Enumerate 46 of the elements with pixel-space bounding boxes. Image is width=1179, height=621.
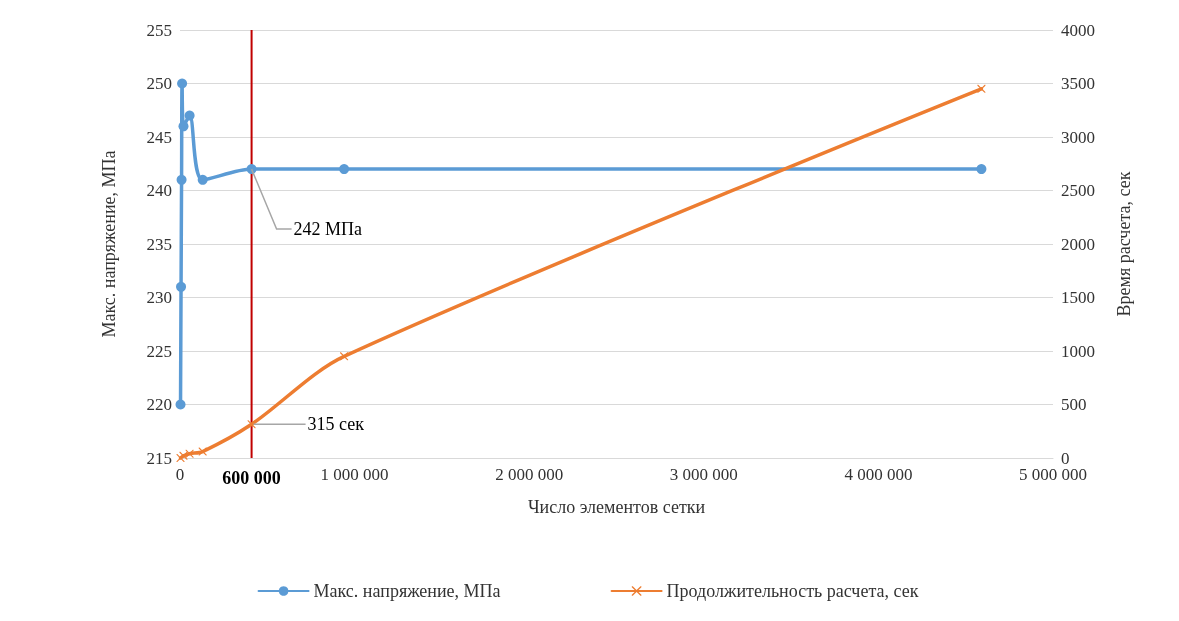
y-tick-label: 215 [146, 448, 172, 468]
legend-label: Макс. напряжение, МПа [313, 581, 501, 601]
y-tick-label: 250 [146, 74, 172, 93]
x-tick-label: 3 000 000 [669, 465, 738, 484]
point [184, 110, 195, 121]
x-tick-label: 4 000 000 [844, 465, 913, 484]
y-tick-label: 240 [146, 181, 172, 200]
point [197, 174, 208, 185]
y2-tick-label: 3500 [1061, 74, 1095, 93]
x-tick-label: 2 000 000 [495, 465, 564, 484]
point [198, 447, 207, 456]
point [339, 164, 350, 175]
y-tick-label: 235 [146, 234, 172, 254]
y-tick-label: 225 [146, 341, 172, 361]
annotation: 315 сек [307, 414, 365, 435]
y-tick-label: 230 [146, 288, 172, 307]
point [176, 281, 187, 292]
x-tick-label: 0 [175, 465, 185, 484]
point [247, 420, 256, 429]
x-tick-label: 1 000 000 [320, 465, 389, 484]
y2-tick-label: 4000 [1061, 20, 1095, 40]
y2-tick-label: 3000 [1061, 127, 1095, 147]
point [340, 352, 349, 361]
point [177, 78, 188, 89]
y2-tick-label: 500 [1061, 395, 1087, 414]
annotation: 242 МПа [293, 219, 363, 240]
point [175, 399, 186, 410]
point [977, 84, 986, 93]
y-tick-label: 245 [146, 127, 172, 147]
y-tick-label: 220 [146, 395, 172, 414]
y-tick-label: 255 [146, 20, 172, 40]
point [176, 174, 187, 185]
point [185, 449, 194, 458]
legend-label: Продолжительность расчета, сек [666, 581, 919, 601]
y2-tick-label: 2000 [1061, 234, 1095, 254]
text: 600 000 [222, 468, 281, 488]
y2-tick-label: 1500 [1061, 288, 1095, 307]
point [976, 164, 987, 175]
y2-tick-label: 1000 [1061, 341, 1095, 361]
y2-axis-title: Время расчета, сек [1114, 171, 1134, 317]
y-axis-title: Макс. напряжение, МПа [99, 150, 119, 338]
point [178, 121, 189, 132]
x-axis-title: Число элементов сетки [527, 497, 706, 517]
x-tick-label: 5 000 000 [1019, 465, 1087, 484]
y2-tick-label: 2500 [1061, 181, 1095, 200]
y2-tick-label: 0 [1061, 448, 1070, 468]
